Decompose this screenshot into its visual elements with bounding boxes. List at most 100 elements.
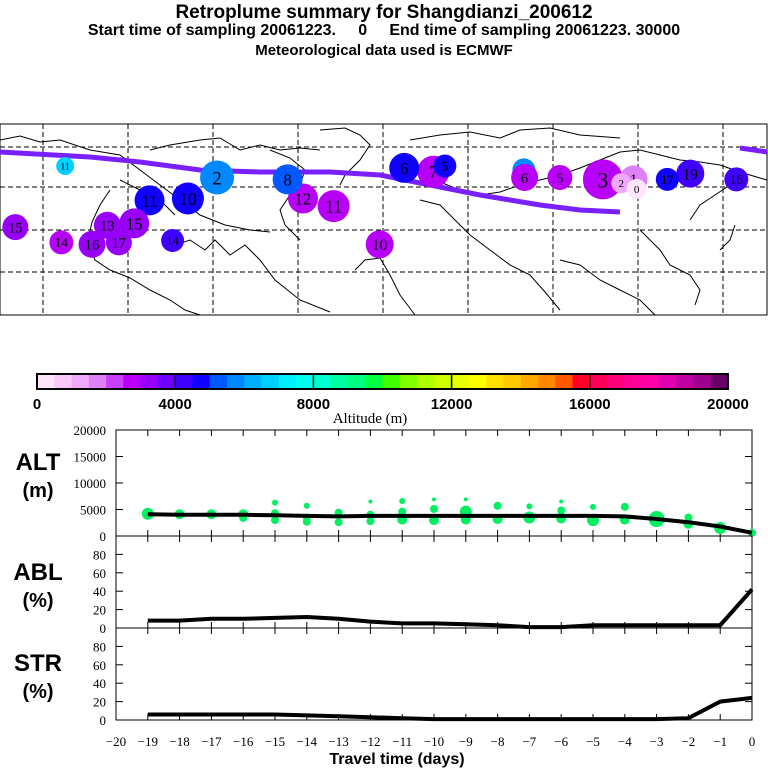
cluster-circle — [171, 182, 204, 215]
x-tick-label: −17 — [201, 734, 222, 749]
cluster-point — [463, 497, 468, 502]
colorbar-swatch — [399, 374, 418, 389]
cluster-point — [334, 518, 343, 527]
x-tick-label: −9 — [459, 734, 473, 749]
cluster-circle — [134, 185, 165, 216]
cluster-label: 15 — [126, 214, 143, 233]
cluster-label: 16 — [85, 238, 100, 254]
panel-line — [147, 695, 753, 722]
colorbar-swatch — [244, 374, 263, 389]
x-tick-label: 0 — [749, 734, 756, 749]
x-tick-label: −19 — [138, 734, 158, 749]
x-tick-label: −7 — [522, 734, 536, 749]
colorbar-swatch — [658, 374, 677, 389]
colorbar-swatch — [347, 374, 366, 389]
cluster-label: 3 — [597, 167, 608, 192]
cluster-circle — [626, 178, 647, 199]
map-cluster: 14 — [49, 230, 74, 255]
cluster-label: 17 — [661, 173, 674, 187]
cluster-label: 13 — [100, 219, 115, 235]
panel-y-label: ALT — [16, 449, 61, 476]
colorbar-swatch — [607, 374, 625, 389]
colorbar-swatch — [140, 374, 159, 389]
colorbar-tick-label: 12000 — [431, 396, 473, 413]
colorbar-label: Altitude (m) — [333, 411, 408, 427]
panel-alt: 0 5000 10000 15000 20000 ALT (m) — [16, 423, 756, 544]
map-cluster: 3 — [582, 159, 623, 200]
cluster-point — [141, 507, 154, 520]
cluster-circle — [433, 154, 457, 178]
colorbar-swatch — [365, 374, 383, 389]
map-cluster: 2 — [611, 173, 632, 194]
cluster-point — [620, 502, 629, 511]
colorbar-swatch — [382, 374, 401, 389]
y-tick-label: 20 — [93, 603, 106, 618]
colorbar-swatch — [192, 374, 211, 389]
cluster-label: 5 — [442, 160, 448, 174]
colorbar-swatch — [417, 374, 435, 389]
colorbar-swatch — [572, 374, 591, 389]
colorbar-swatch — [227, 374, 245, 389]
y-tick-label: 40 — [93, 584, 106, 599]
cluster-label: 0 — [634, 184, 640, 196]
x-axis-label: Travel time (days) — [329, 751, 464, 768]
cluster-circle — [547, 164, 573, 190]
colorbar-tick-label: 4000 — [159, 396, 192, 413]
panel-line — [147, 512, 753, 535]
map-cluster: 11 — [134, 185, 165, 216]
cluster-label: 2 — [212, 168, 221, 189]
colorbar-tick-label: 8000 — [297, 396, 330, 413]
colorbar-frame — [36, 373, 729, 390]
colorbar-swatch — [451, 374, 470, 389]
map-cluster: 15 — [2, 214, 29, 241]
chart-subtitle: Start time of sampling 20061223. 0 End t… — [87, 22, 681, 39]
x-tick-label: −13 — [328, 734, 348, 749]
time-series-panels: 0 5000 10000 15000 20000 ALT (m) 0 20 40 60 80 ABL (%… — [13, 423, 756, 749]
cluster-circle — [49, 230, 74, 255]
x-tick-label: −5 — [586, 734, 600, 749]
map-cluster: 6 — [511, 163, 539, 191]
colorbar-swatch — [175, 374, 193, 389]
colorbar-swatch — [37, 374, 55, 389]
cluster-label: 11 — [142, 191, 158, 210]
map-cluster: 2 — [200, 160, 235, 195]
map-cluster: 5 — [433, 154, 457, 178]
colorbar-swatch — [88, 374, 107, 389]
cluster-circle — [655, 167, 679, 191]
y-tick-label: 20 — [93, 695, 106, 710]
x-tick-label: −14 — [297, 734, 318, 749]
colorbar-swatch — [520, 374, 539, 389]
map-cluster: 6 — [389, 152, 420, 183]
x-tick-label: −3 — [650, 734, 664, 749]
cluster-label: 11 — [60, 162, 70, 173]
colorbar-swatch — [157, 374, 176, 389]
y-tick-label: 60 — [93, 566, 106, 581]
colorbar-swatch — [106, 374, 124, 389]
cluster-label: 12 — [295, 189, 312, 208]
y-tick-label: 20000 — [74, 423, 107, 438]
map-cluster: 0 — [626, 178, 647, 199]
cluster-circle — [611, 173, 632, 194]
colorbar-swatch — [624, 374, 643, 389]
y-tick-label: 80 — [93, 639, 106, 654]
map-cluster: 14 — [161, 229, 185, 253]
altitude-colorbar: 0 4000 8000 12000 16000 20000 — [33, 373, 749, 413]
cluster-point — [271, 516, 279, 525]
x-tick-label: −12 — [360, 734, 380, 749]
colorbar-swatch — [555, 374, 574, 389]
colorbar-swatch — [693, 374, 712, 389]
panel-y-label: (%) — [22, 681, 53, 703]
map-cluster: 16 — [724, 167, 749, 192]
map-cluster: 11 — [56, 157, 75, 176]
panel-frame — [115, 535, 753, 629]
cluster-circle — [365, 230, 394, 259]
cluster-label: 7 — [429, 162, 438, 182]
cluster-circle — [119, 208, 150, 239]
cluster-label: 2 — [619, 178, 625, 190]
x-tick-label: −18 — [169, 734, 189, 749]
cluster-point — [526, 503, 533, 510]
colorbar-swatch — [676, 374, 694, 389]
map-cluster: 10 — [365, 230, 394, 259]
colorbar-swatch — [537, 374, 556, 389]
